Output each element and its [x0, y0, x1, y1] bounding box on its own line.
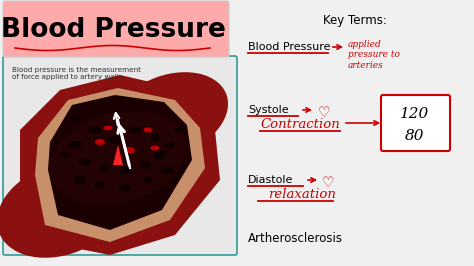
Ellipse shape [94, 181, 106, 189]
Ellipse shape [109, 136, 121, 144]
Ellipse shape [143, 176, 154, 184]
Ellipse shape [162, 166, 174, 174]
Ellipse shape [139, 161, 151, 169]
Ellipse shape [103, 126, 112, 131]
Polygon shape [113, 145, 123, 165]
Ellipse shape [149, 135, 161, 142]
Ellipse shape [144, 127, 153, 132]
Text: Systole: Systole [248, 105, 289, 115]
Ellipse shape [79, 158, 91, 166]
Text: Key Terms:: Key Terms: [323, 14, 387, 27]
FancyBboxPatch shape [381, 95, 450, 151]
Text: Blood Pressure: Blood Pressure [0, 17, 226, 43]
Text: 120: 120 [401, 107, 429, 121]
Ellipse shape [68, 141, 82, 149]
Ellipse shape [60, 152, 70, 158]
Ellipse shape [129, 126, 141, 134]
Ellipse shape [73, 176, 86, 184]
Ellipse shape [151, 146, 159, 151]
Text: 80: 80 [405, 129, 425, 143]
Ellipse shape [49, 111, 187, 205]
FancyBboxPatch shape [3, 56, 237, 255]
Text: applied
pressure to
arteries: applied pressure to arteries [348, 40, 400, 70]
Ellipse shape [125, 147, 135, 153]
Polygon shape [35, 88, 205, 242]
Ellipse shape [165, 142, 175, 148]
Polygon shape [48, 95, 192, 230]
Text: Blood pressure is the measurement
of force applied to artery walls: Blood pressure is the measurement of for… [12, 67, 141, 80]
Text: Blood Pressure: Blood Pressure [248, 42, 330, 52]
Ellipse shape [119, 185, 131, 192]
Ellipse shape [112, 72, 228, 158]
Text: relaxation: relaxation [268, 188, 336, 201]
Text: Contraction: Contraction [260, 118, 340, 131]
Ellipse shape [89, 126, 101, 134]
Text: Artherosclerosis: Artherosclerosis [248, 232, 343, 245]
Polygon shape [20, 75, 220, 255]
Ellipse shape [70, 115, 81, 121]
Ellipse shape [0, 162, 123, 258]
Ellipse shape [100, 164, 110, 172]
Ellipse shape [175, 127, 185, 133]
Ellipse shape [118, 166, 131, 174]
Text: ♡: ♡ [322, 176, 335, 190]
FancyBboxPatch shape [3, 1, 229, 57]
Ellipse shape [95, 139, 105, 145]
Ellipse shape [154, 151, 166, 159]
Text: ♡: ♡ [318, 106, 330, 120]
Text: Diastole: Diastole [248, 175, 293, 185]
